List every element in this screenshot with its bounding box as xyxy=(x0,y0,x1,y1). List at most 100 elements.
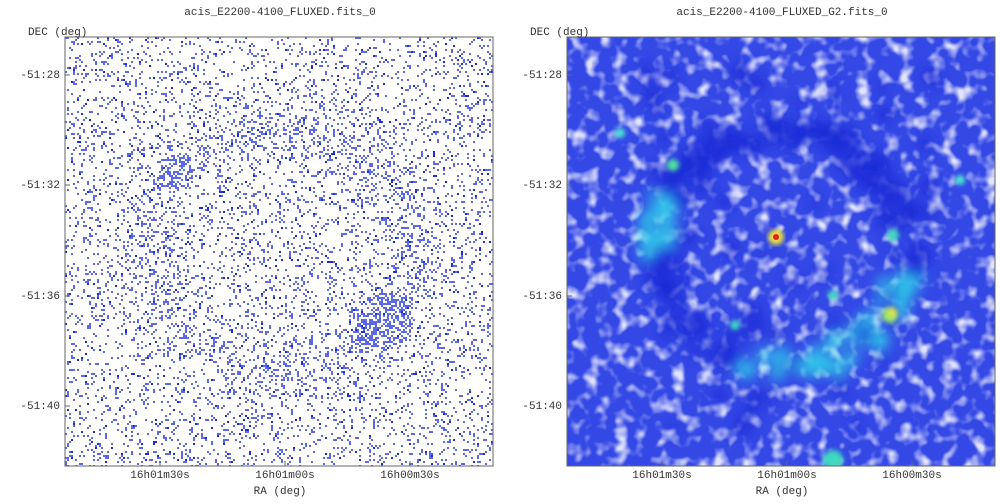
emission-blob xyxy=(756,248,767,259)
emission-blob xyxy=(716,348,726,359)
emission-blob xyxy=(746,75,767,95)
emission-blob xyxy=(920,67,941,88)
emission-blob xyxy=(875,352,889,366)
emission-blob xyxy=(770,351,781,362)
emission-blob xyxy=(793,98,805,110)
emission-blob xyxy=(721,347,742,368)
emission-blob xyxy=(651,109,662,120)
emission-blob xyxy=(743,302,764,324)
emission-blob xyxy=(710,387,728,405)
emission-blob xyxy=(646,191,658,203)
emission-blob xyxy=(640,246,655,261)
emission-blob xyxy=(873,205,894,226)
emission-blob xyxy=(644,277,655,289)
emission-blob xyxy=(886,177,905,196)
emission-blob xyxy=(887,253,900,265)
emission-blob xyxy=(895,272,908,285)
emission-blob xyxy=(785,273,800,288)
emission-blob xyxy=(767,116,789,138)
emission-blob xyxy=(666,424,679,436)
emission-blob xyxy=(721,239,740,257)
y-tick-label: -51:36 xyxy=(20,291,60,303)
emission-blob xyxy=(877,187,887,197)
y-tick-label: -51:32 xyxy=(20,180,60,192)
emission-blob xyxy=(748,134,768,154)
x-tick-label: 16h00m30s xyxy=(882,470,941,482)
y-tick-label: -51:28 xyxy=(20,70,60,82)
hot-spot xyxy=(730,320,740,330)
emission-blob xyxy=(732,414,755,437)
emission-blob xyxy=(858,166,878,186)
emission-blob xyxy=(843,144,855,155)
x-axis-label: RA (deg) xyxy=(756,486,809,498)
x-axis-label: RA (deg) xyxy=(254,486,307,498)
emission-blob xyxy=(651,305,664,318)
emission-blob xyxy=(637,225,651,240)
emission-blob xyxy=(682,151,701,171)
y-axis-label: DEC (deg) xyxy=(28,27,87,39)
emission-blob xyxy=(663,68,680,84)
x-tick-label: 16h01m30s xyxy=(130,470,189,482)
panel-title: acis_E2200-4100_FLUXED_G2.fits_0 xyxy=(676,7,887,19)
raw-image xyxy=(65,37,493,466)
hot-spot xyxy=(889,308,897,316)
emission-blob xyxy=(861,311,877,327)
emission-blob xyxy=(707,141,725,160)
emission-blob xyxy=(682,227,699,244)
emission-blob xyxy=(769,364,786,381)
emission-blob xyxy=(745,389,764,409)
emission-blob xyxy=(729,62,751,84)
emission-blob xyxy=(777,347,791,361)
smoothed-image xyxy=(567,37,995,466)
emission-blob xyxy=(760,389,773,402)
y-tick-label: -51:40 xyxy=(522,401,562,413)
emission-blob xyxy=(848,161,860,173)
emission-blob xyxy=(686,346,698,358)
emission-blob xyxy=(882,286,899,302)
emission-blob xyxy=(720,137,731,147)
emission-blob xyxy=(840,126,860,147)
emission-blob xyxy=(646,164,660,178)
plot-frame xyxy=(566,36,996,467)
emission-blob xyxy=(655,130,672,146)
x-tick-label: 16h01m00s xyxy=(757,470,816,482)
emission-blob xyxy=(872,300,883,311)
hot-spot xyxy=(828,290,838,300)
emission-blob xyxy=(822,132,839,149)
emission-blob xyxy=(827,319,843,335)
emission-blob xyxy=(734,134,744,144)
y-tick-label: -51:28 xyxy=(522,70,562,82)
emission-blob xyxy=(667,254,684,271)
emission-blob xyxy=(923,205,939,221)
emission-blob xyxy=(699,118,715,134)
emission-blob xyxy=(850,418,862,430)
emission-blob xyxy=(659,274,675,291)
emission-blob xyxy=(808,120,828,139)
emission-blob xyxy=(876,80,888,93)
emission-blob xyxy=(676,326,694,344)
x-tick-label: 16h00m30s xyxy=(380,470,439,482)
photon-pixels xyxy=(65,37,493,466)
ring-emission xyxy=(637,62,941,437)
emission-blob xyxy=(922,246,934,259)
emission-blob xyxy=(854,323,874,344)
emission-blob xyxy=(655,225,675,245)
plot-frame xyxy=(64,36,494,467)
point-source-core xyxy=(773,234,779,240)
emission-blob xyxy=(679,271,694,286)
emission-blob xyxy=(670,295,685,311)
emission-blob xyxy=(658,193,677,213)
emission-blob xyxy=(687,314,703,330)
emission-blob xyxy=(642,84,664,106)
emission-blob xyxy=(739,361,757,379)
emission-blob xyxy=(771,327,785,340)
emission-blob xyxy=(822,341,833,352)
emission-blob xyxy=(809,196,821,208)
y-axis-label: DEC (deg) xyxy=(530,27,589,39)
hot-spot xyxy=(615,128,625,138)
emission-blob xyxy=(697,341,711,355)
emission-blob xyxy=(784,138,798,152)
emission-blob xyxy=(874,105,893,124)
hot-spot xyxy=(823,450,843,466)
